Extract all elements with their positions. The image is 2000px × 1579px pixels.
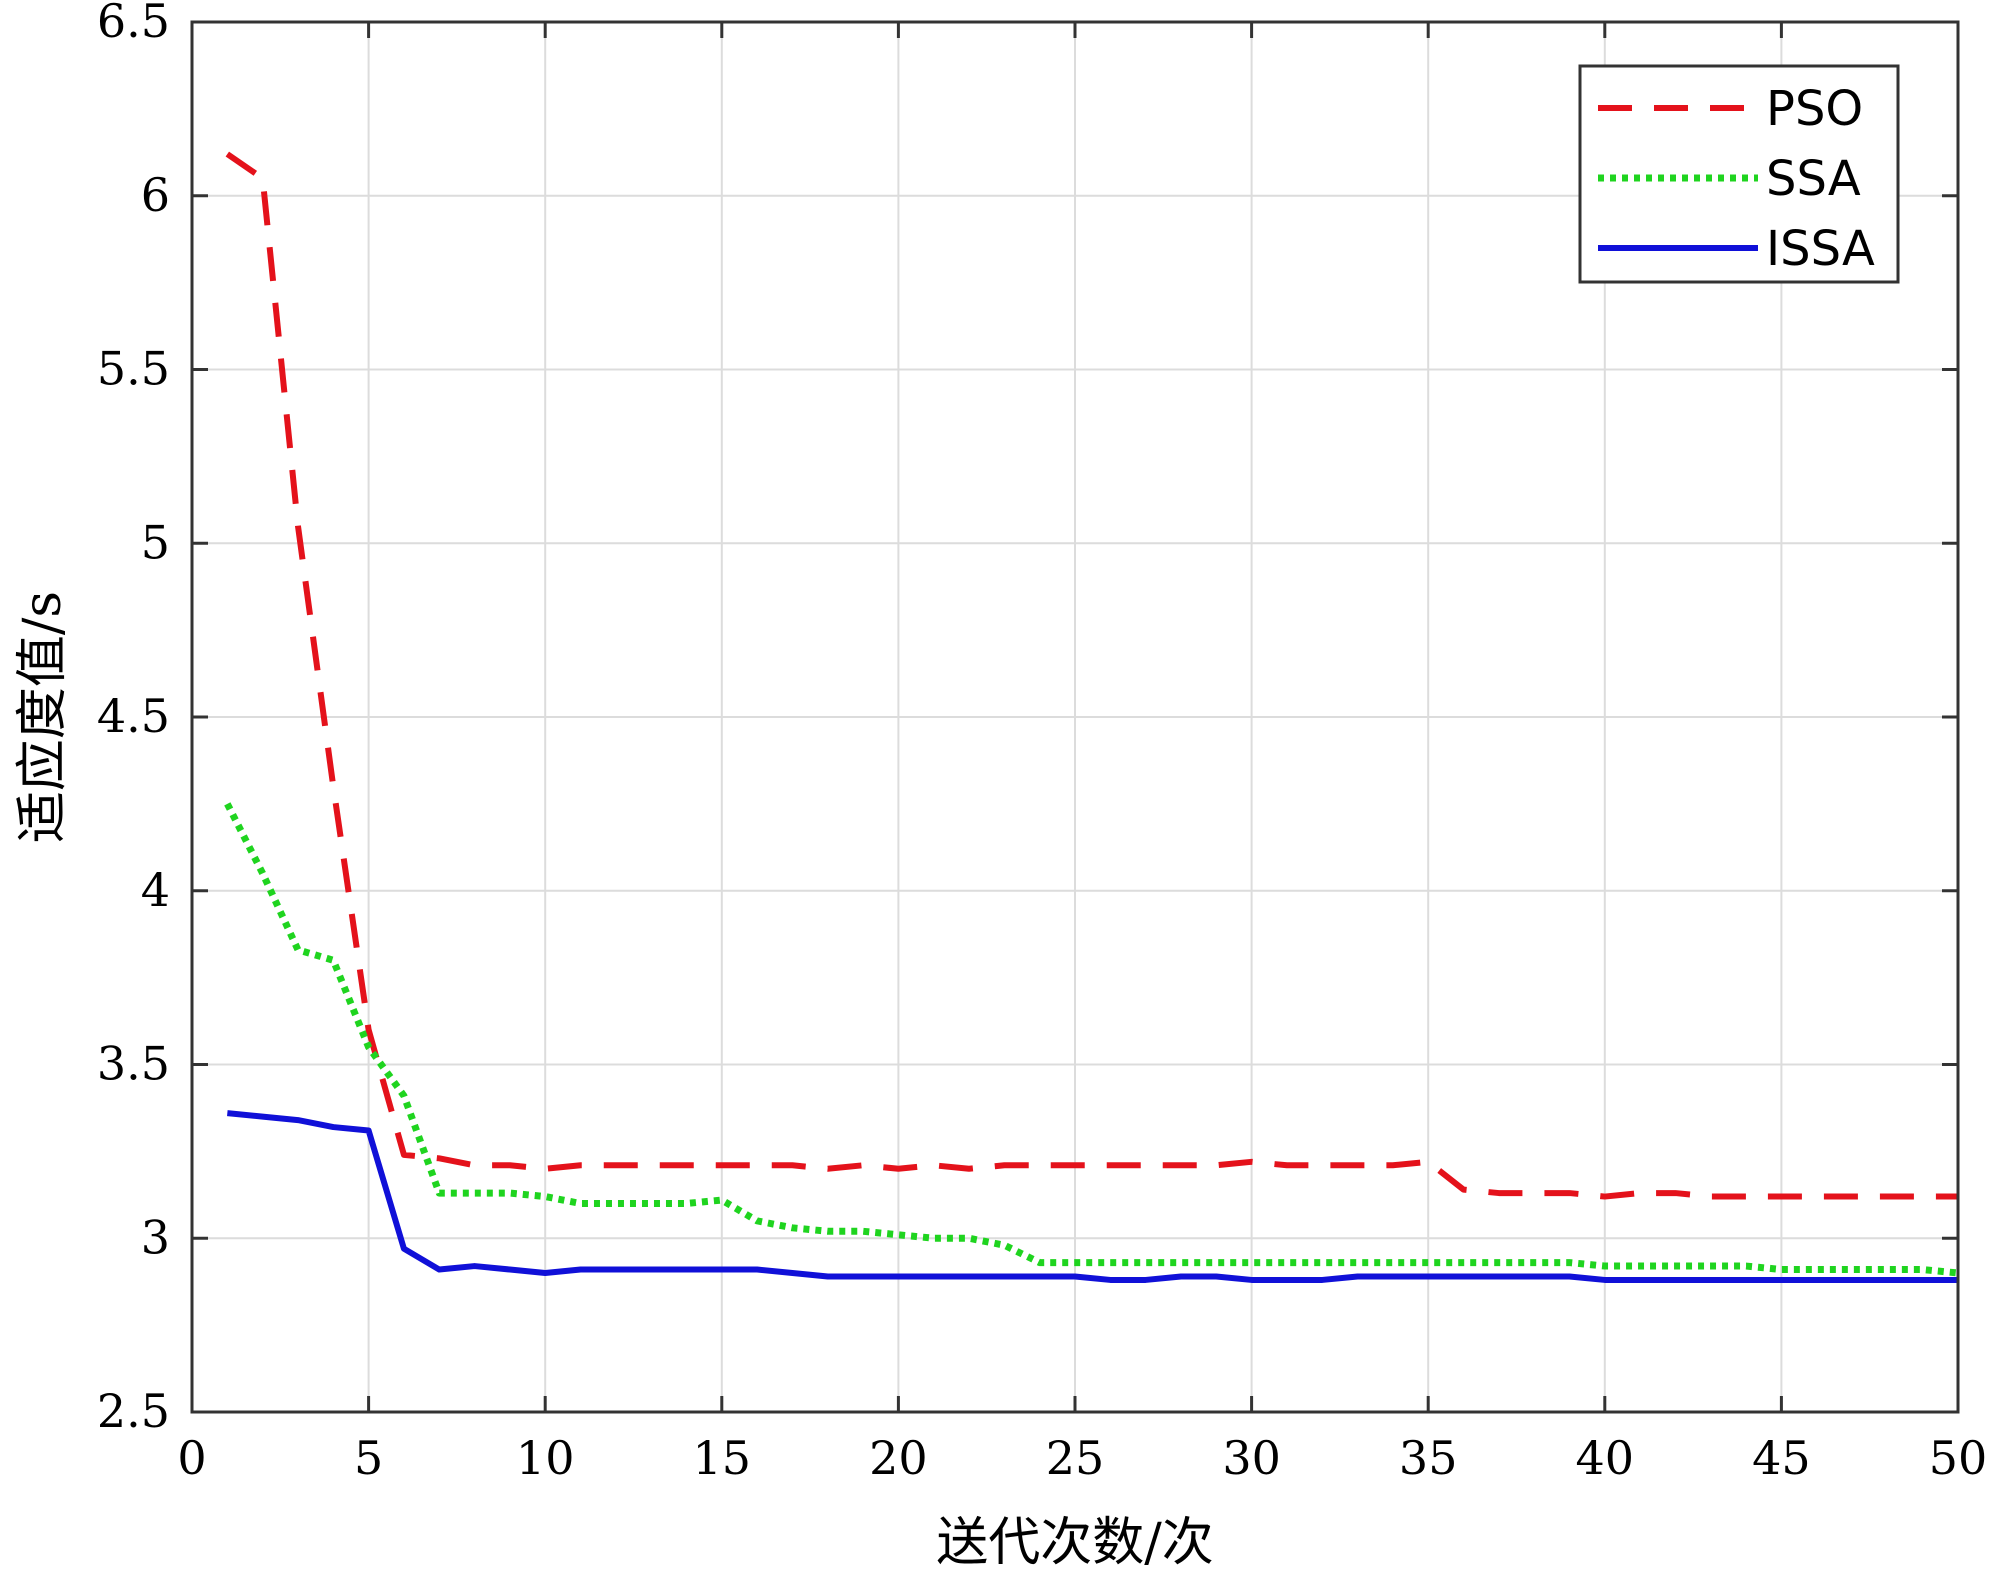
- x-tick-label: 50: [1929, 1431, 1988, 1485]
- x-tick-labels: 0 5 10 15 20 25 30 35 40 45 50: [177, 1431, 1987, 1485]
- y-tick-label: 6: [141, 168, 170, 222]
- x-tick-label: 30: [1222, 1431, 1281, 1485]
- y-tick-labels: 2.5 3 3.5 4 4.5 5 5.5 6 6.5: [97, 0, 170, 1438]
- legend: PSO SSA ISSA: [1578, 64, 1900, 284]
- x-tick-label: 5: [354, 1431, 383, 1485]
- y-tick-label: 4.5: [97, 689, 170, 743]
- legend-label-ssa: SSA: [1766, 151, 1861, 207]
- y-tick-label: 3: [141, 1210, 170, 1264]
- y-tick-label: 5.5: [97, 342, 170, 396]
- y-tick-label: 3.5: [97, 1037, 170, 1091]
- x-tick-label: 10: [516, 1431, 575, 1485]
- x-tick-label: 35: [1399, 1431, 1458, 1485]
- x-tick-label: 20: [869, 1431, 928, 1485]
- tick-marks: [190, 20, 1960, 1414]
- series-lines: [224, 151, 1959, 1283]
- series-line-ssa: [224, 802, 1959, 1277]
- x-tick-label: 15: [693, 1431, 752, 1485]
- series-line-pso: [225, 151, 1958, 1200]
- x-tick-label: 25: [1046, 1431, 1105, 1485]
- y-axis-label: 适应度值/s: [13, 591, 73, 843]
- legend-label-pso: PSO: [1766, 81, 1863, 137]
- y-tick-label: 2.5: [97, 1384, 170, 1438]
- series-line-issa: [227, 1110, 1958, 1283]
- x-axis-label: 送代次数/次: [936, 1513, 1214, 1573]
- y-tick-label: 6.5: [97, 0, 170, 48]
- x-tick-label: 0: [177, 1431, 206, 1485]
- legend-label-issa: ISSA: [1766, 221, 1875, 277]
- x-tick-label: 45: [1752, 1431, 1811, 1485]
- x-tick-label: 40: [1576, 1431, 1635, 1485]
- y-tick-label: 4: [141, 863, 170, 917]
- y-tick-label: 5: [141, 515, 170, 569]
